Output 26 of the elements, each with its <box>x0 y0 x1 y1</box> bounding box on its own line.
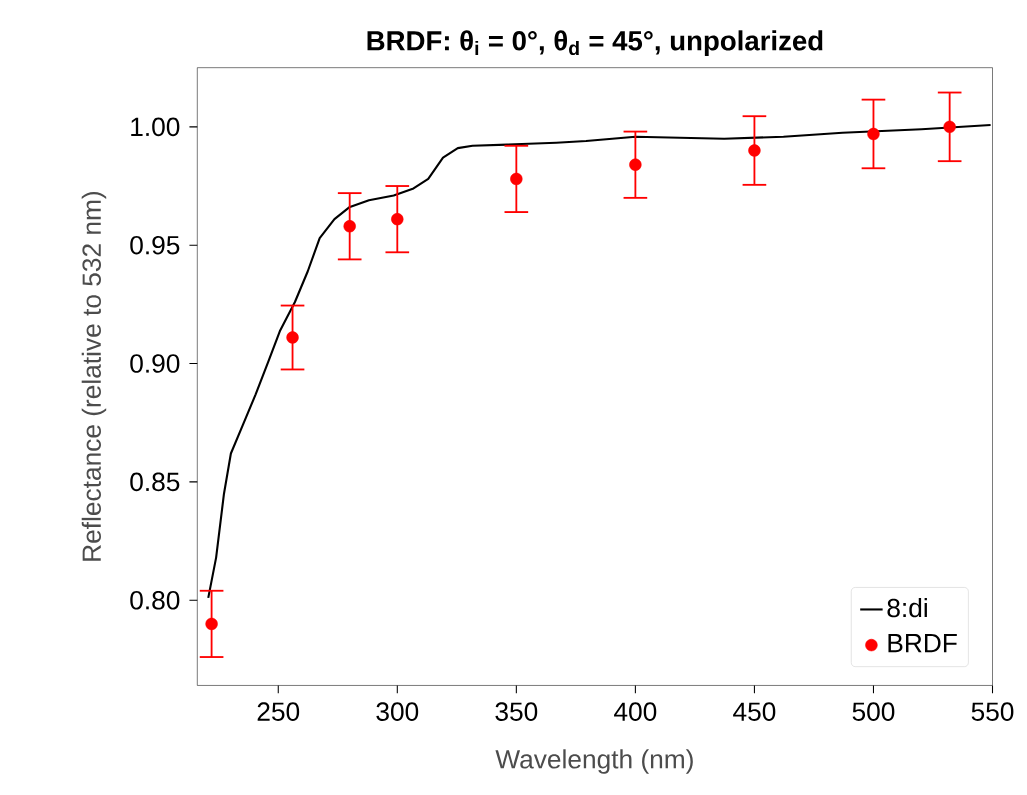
y-tick-label: 0.90 <box>130 354 180 374</box>
y-tick-label: 0.80 <box>130 591 180 610</box>
point <box>343 220 356 233</box>
x-tick-label: 550 <box>971 702 1014 722</box>
legend-label: 8:di <box>887 598 927 618</box>
point <box>629 158 642 172</box>
x-tick-label: 400 <box>614 702 657 722</box>
x-axis-title: Wavelength (nm) <box>495 749 693 775</box>
point <box>205 617 218 631</box>
x-tick-label: 250 <box>257 702 300 722</box>
point <box>510 172 523 186</box>
y-tick-label: 0.95 <box>130 236 180 255</box>
x-tick-label: 350 <box>495 702 538 722</box>
x-tick-label: 450 <box>733 702 776 722</box>
x-tick-label: 300 <box>376 702 419 722</box>
point <box>391 213 404 226</box>
y-tick-label: 1.00 <box>131 117 180 137</box>
y-tick-label: 0.85 <box>130 472 180 492</box>
legend-label: BRDF <box>888 634 957 653</box>
point <box>867 128 880 141</box>
chart-title: BRDF: θ$_{i}$ = 0°, θ$_{d}$ = 45°, unpolarized <box>367 30 823 57</box>
point <box>943 120 956 134</box>
point <box>748 144 761 157</box>
y-axis-title: Reflectance (relative to 532 nm) <box>81 192 107 561</box>
x-tick-label: 500 <box>852 702 895 722</box>
point <box>286 331 299 344</box>
